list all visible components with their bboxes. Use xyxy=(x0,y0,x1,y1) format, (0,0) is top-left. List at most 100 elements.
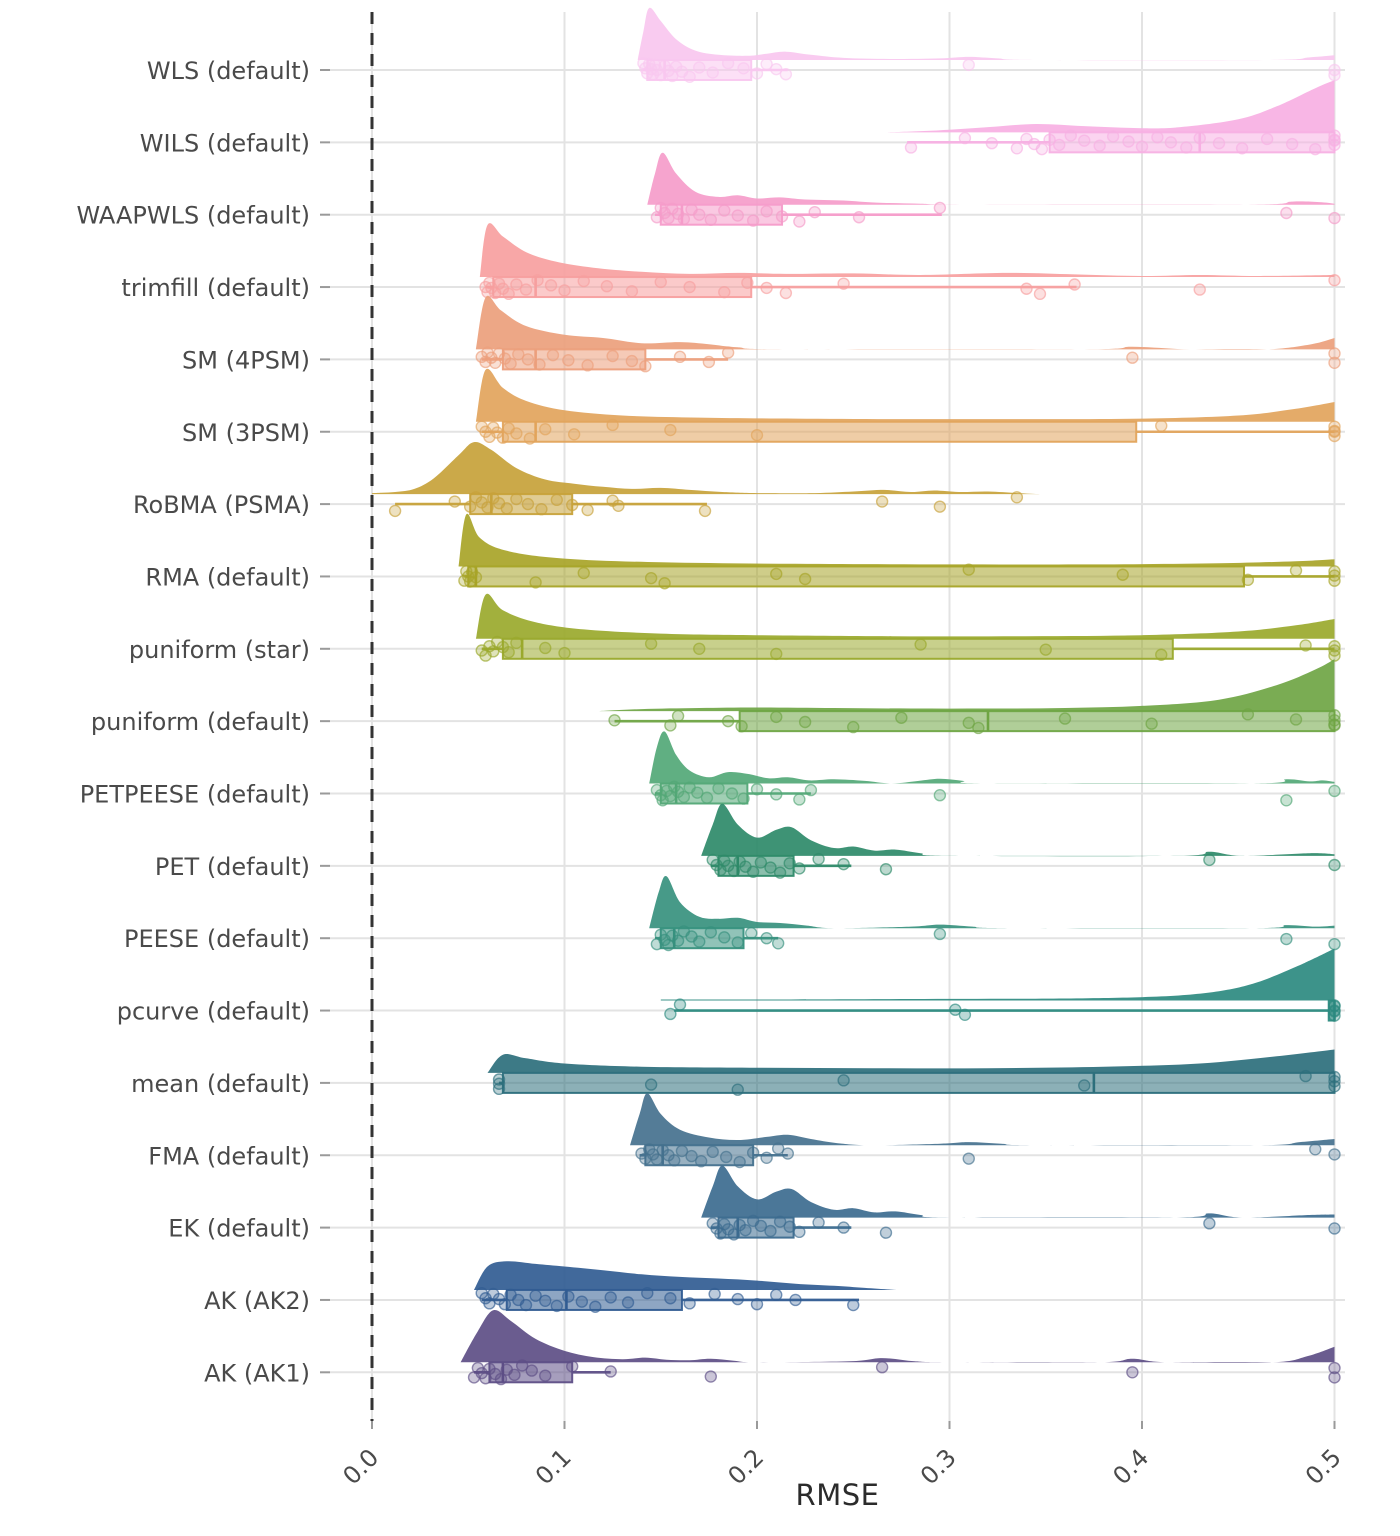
y-tick-label: trimfill (default) xyxy=(121,274,310,302)
data-point xyxy=(683,1297,696,1310)
data-point xyxy=(958,1008,972,1021)
data-point xyxy=(739,1223,752,1237)
data-point xyxy=(770,788,783,801)
data-point xyxy=(721,346,735,359)
data-point xyxy=(521,497,535,511)
y-tick-label: AK (AK1) xyxy=(204,1359,310,1387)
data-point xyxy=(512,348,525,361)
data-point xyxy=(1328,68,1341,82)
data-point xyxy=(693,208,706,221)
data-point xyxy=(746,214,760,227)
data-point xyxy=(789,1293,802,1307)
data-point xyxy=(914,638,927,651)
data-point xyxy=(654,275,667,289)
data-point xyxy=(1058,712,1072,725)
data-point xyxy=(879,863,893,876)
data-point xyxy=(837,857,850,871)
box xyxy=(646,59,753,81)
data-point xyxy=(1043,133,1056,147)
data-point xyxy=(539,641,552,655)
y-tick-label: SM (3PSM) xyxy=(182,419,310,447)
data-point xyxy=(677,790,691,804)
data-point xyxy=(847,720,860,734)
data-point xyxy=(600,280,614,293)
data-point xyxy=(737,62,750,75)
y-tick-label: PEESE (default) xyxy=(124,925,310,953)
data-point xyxy=(500,502,513,515)
data-point xyxy=(933,927,947,941)
data-point xyxy=(566,498,579,512)
data-point xyxy=(550,493,563,507)
data-point xyxy=(770,62,783,76)
series-waapwls-default xyxy=(647,152,1341,228)
data-point xyxy=(558,284,571,297)
y-tick-label: EK (default) xyxy=(168,1215,310,1243)
data-point xyxy=(812,1216,825,1229)
data-point xyxy=(875,495,889,508)
data-point xyxy=(962,58,975,72)
box xyxy=(1048,131,1336,154)
violin-density xyxy=(701,803,1335,857)
series-mean-default xyxy=(487,1049,1341,1096)
data-point xyxy=(1328,1005,1341,1018)
data-point xyxy=(737,792,750,805)
data-point xyxy=(704,926,717,939)
data-point xyxy=(1203,853,1216,867)
data-point xyxy=(641,1286,654,1300)
data-point xyxy=(1328,134,1341,147)
series-puniform-default xyxy=(599,659,1341,735)
data-point xyxy=(962,563,975,576)
data-point xyxy=(712,782,725,795)
violin-density xyxy=(460,1310,1335,1363)
data-point xyxy=(962,1152,975,1165)
series-wils-default xyxy=(887,80,1341,156)
violin-density xyxy=(887,80,1335,133)
series-petpeese-default xyxy=(649,731,1341,807)
data-point xyxy=(760,281,773,295)
data-point xyxy=(693,935,706,948)
data-point xyxy=(566,1360,579,1373)
data-point xyxy=(1328,1148,1341,1161)
y-tick-label: PET (default) xyxy=(155,853,310,881)
violin-density xyxy=(475,295,1335,350)
box xyxy=(505,1288,683,1311)
data-point xyxy=(492,1082,506,1096)
data-point xyxy=(793,793,806,806)
data-point xyxy=(754,1219,768,1233)
data-point xyxy=(1328,1361,1341,1375)
data-point xyxy=(691,786,704,799)
data-point xyxy=(746,865,760,878)
data-point xyxy=(1145,717,1158,730)
data-point xyxy=(1078,134,1091,147)
data-point xyxy=(1235,142,1249,155)
data-point xyxy=(675,1144,689,1158)
series-ak-ak2 xyxy=(474,1261,896,1313)
series-pcurve-default xyxy=(660,948,1341,1022)
y-tick-label: RMA (default) xyxy=(145,563,310,591)
data-point xyxy=(773,1215,787,1228)
data-point xyxy=(781,1147,794,1160)
data-point xyxy=(521,353,535,366)
data-point xyxy=(1155,419,1168,432)
data-point xyxy=(750,1297,764,1311)
data-point xyxy=(671,934,685,947)
y-tick-label: SM (4PSM) xyxy=(182,346,310,374)
data-point xyxy=(837,1074,850,1087)
y-tick-label: PETPEESE (default) xyxy=(80,781,310,809)
data-point xyxy=(612,499,625,512)
data-point xyxy=(673,998,687,1011)
data-point xyxy=(783,857,796,870)
data-point xyxy=(1328,858,1341,872)
data-point xyxy=(847,1298,860,1312)
data-point xyxy=(558,646,571,660)
data-point xyxy=(760,205,773,218)
violin-density xyxy=(649,731,1335,784)
data-point xyxy=(1260,132,1274,146)
data-point xyxy=(529,1289,542,1302)
data-point xyxy=(1328,784,1341,798)
data-point xyxy=(1212,136,1226,150)
data-point xyxy=(577,274,590,288)
series-trimfill-default xyxy=(479,223,1341,301)
data-point xyxy=(1093,139,1106,152)
box xyxy=(501,637,1174,660)
